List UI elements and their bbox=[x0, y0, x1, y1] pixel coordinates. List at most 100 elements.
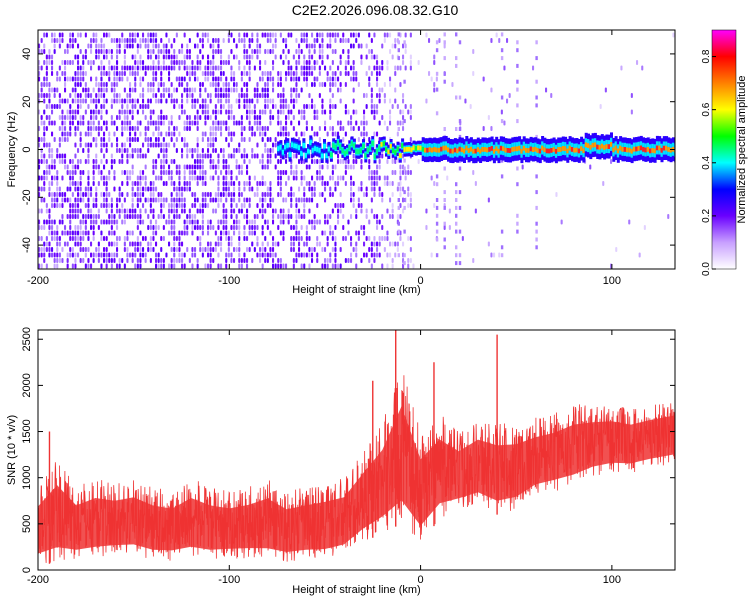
heatmap-streak bbox=[500, 229, 504, 234]
heatmap-cell bbox=[97, 247, 100, 252]
heatmap-cell bbox=[43, 76, 46, 82]
heatmap-streak bbox=[403, 119, 406, 124]
heatmap-cell bbox=[287, 131, 290, 137]
heatmap-cell bbox=[235, 87, 238, 93]
heatmap-cell bbox=[443, 225, 446, 230]
heatmap-cell bbox=[331, 60, 334, 65]
heatmap-cell bbox=[368, 170, 371, 175]
heatmap-cell bbox=[64, 76, 67, 82]
heatmap-cell bbox=[51, 225, 54, 230]
heatmap-cell bbox=[321, 192, 324, 197]
heatmap-cell bbox=[370, 186, 373, 192]
heatmap-cell bbox=[386, 126, 389, 131]
signal-band-core bbox=[630, 148, 634, 154]
signal-band-core bbox=[667, 147, 671, 152]
heatmap-streak bbox=[397, 221, 400, 226]
heatmap-cell bbox=[173, 230, 176, 236]
heatmap-streak bbox=[443, 190, 446, 195]
heatmap-cell bbox=[337, 120, 340, 126]
heatmap-cell bbox=[285, 126, 288, 131]
heatmap-cell bbox=[110, 197, 113, 203]
heatmap-cell bbox=[233, 120, 236, 126]
signal-band-core bbox=[495, 146, 499, 152]
heatmap-cell bbox=[306, 269, 308, 274]
heatmap-cell bbox=[61, 115, 64, 120]
heatmap-cell bbox=[404, 49, 407, 54]
heatmap-cell bbox=[43, 225, 46, 230]
heatmap-cell bbox=[261, 203, 264, 208]
heatmap-cell bbox=[376, 104, 379, 109]
heatmap-cell bbox=[170, 93, 173, 98]
heatmap-cell bbox=[373, 54, 376, 60]
heatmap-cell bbox=[360, 258, 363, 263]
heatmap-cell bbox=[248, 159, 251, 164]
heatmap-streak bbox=[455, 63, 458, 68]
heatmap-cell bbox=[243, 104, 246, 109]
heatmap-cell bbox=[212, 159, 215, 164]
heatmap-cell bbox=[38, 247, 41, 252]
heatmap-cell bbox=[87, 263, 90, 269]
heatmap-cell bbox=[303, 263, 306, 269]
heatmap-cell bbox=[87, 170, 90, 175]
heatmap-cell bbox=[311, 247, 314, 252]
heatmap-streak bbox=[535, 95, 538, 100]
signal-band-core bbox=[401, 143, 405, 148]
heatmap-cell bbox=[149, 38, 152, 43]
heatmap-cell bbox=[285, 98, 288, 104]
heatmap-cell bbox=[170, 175, 173, 181]
heatmap-cell bbox=[248, 65, 251, 71]
heatmap-cell bbox=[212, 164, 215, 170]
heatmap-cell bbox=[126, 76, 129, 82]
heatmap-cell bbox=[376, 247, 379, 252]
heatmap-cell bbox=[173, 98, 176, 104]
heatmap-cell bbox=[113, 219, 116, 225]
heatmap-cell bbox=[381, 60, 384, 65]
signal-band-core bbox=[284, 144, 287, 150]
heatmap-cell bbox=[178, 252, 181, 258]
heatmap-cell bbox=[589, 164, 592, 170]
heatmap-cell bbox=[407, 203, 410, 208]
heatmap-cell bbox=[256, 93, 259, 98]
heatmap-cell bbox=[295, 49, 298, 54]
heatmap-cell bbox=[61, 159, 64, 164]
heatmap-cell bbox=[188, 54, 191, 60]
heatmap-cell bbox=[38, 175, 41, 181]
heatmap-cell bbox=[368, 247, 371, 252]
heatmap-cell bbox=[56, 269, 58, 274]
heatmap-cell bbox=[97, 49, 100, 54]
heatmap-cell bbox=[337, 181, 340, 186]
heatmap-cell bbox=[350, 214, 353, 219]
heatmap-cell bbox=[334, 186, 337, 192]
heatmap-cell bbox=[64, 241, 67, 247]
heatmap-cell bbox=[175, 192, 178, 197]
heatmap-cell bbox=[136, 65, 139, 71]
heatmap-cell bbox=[54, 269, 56, 274]
heatmap-cell bbox=[178, 60, 181, 65]
heatmap-cell bbox=[274, 208, 277, 214]
heatmap-cell bbox=[425, 208, 428, 214]
heatmap-cell bbox=[64, 120, 67, 126]
heatmap-cell bbox=[92, 38, 95, 43]
heatmap-cell bbox=[253, 109, 256, 115]
heatmap-cell bbox=[212, 258, 215, 263]
heatmap-cell bbox=[152, 186, 155, 192]
heatmap-cell bbox=[209, 82, 212, 87]
heatmap-cell bbox=[155, 175, 158, 181]
heatmap-cell bbox=[235, 247, 238, 252]
heatmap-cell bbox=[326, 181, 329, 186]
heatmap-cell bbox=[196, 148, 199, 153]
heatmap-cell bbox=[233, 71, 236, 76]
heatmap-cell bbox=[92, 32, 95, 38]
heatmap-cell bbox=[217, 197, 220, 203]
heatmap-cell bbox=[402, 170, 405, 175]
heatmap-cell bbox=[290, 241, 293, 247]
heatmap-cell bbox=[196, 197, 199, 203]
heatmap-cell bbox=[173, 54, 176, 60]
heatmap-cell bbox=[272, 32, 275, 38]
heatmap-cell bbox=[389, 241, 392, 247]
heatmap-cell bbox=[194, 247, 197, 252]
heatmap-cell bbox=[79, 230, 82, 236]
heatmap-cell bbox=[376, 60, 379, 65]
heatmap-cell bbox=[196, 65, 199, 71]
heatmap-cell bbox=[194, 192, 197, 197]
